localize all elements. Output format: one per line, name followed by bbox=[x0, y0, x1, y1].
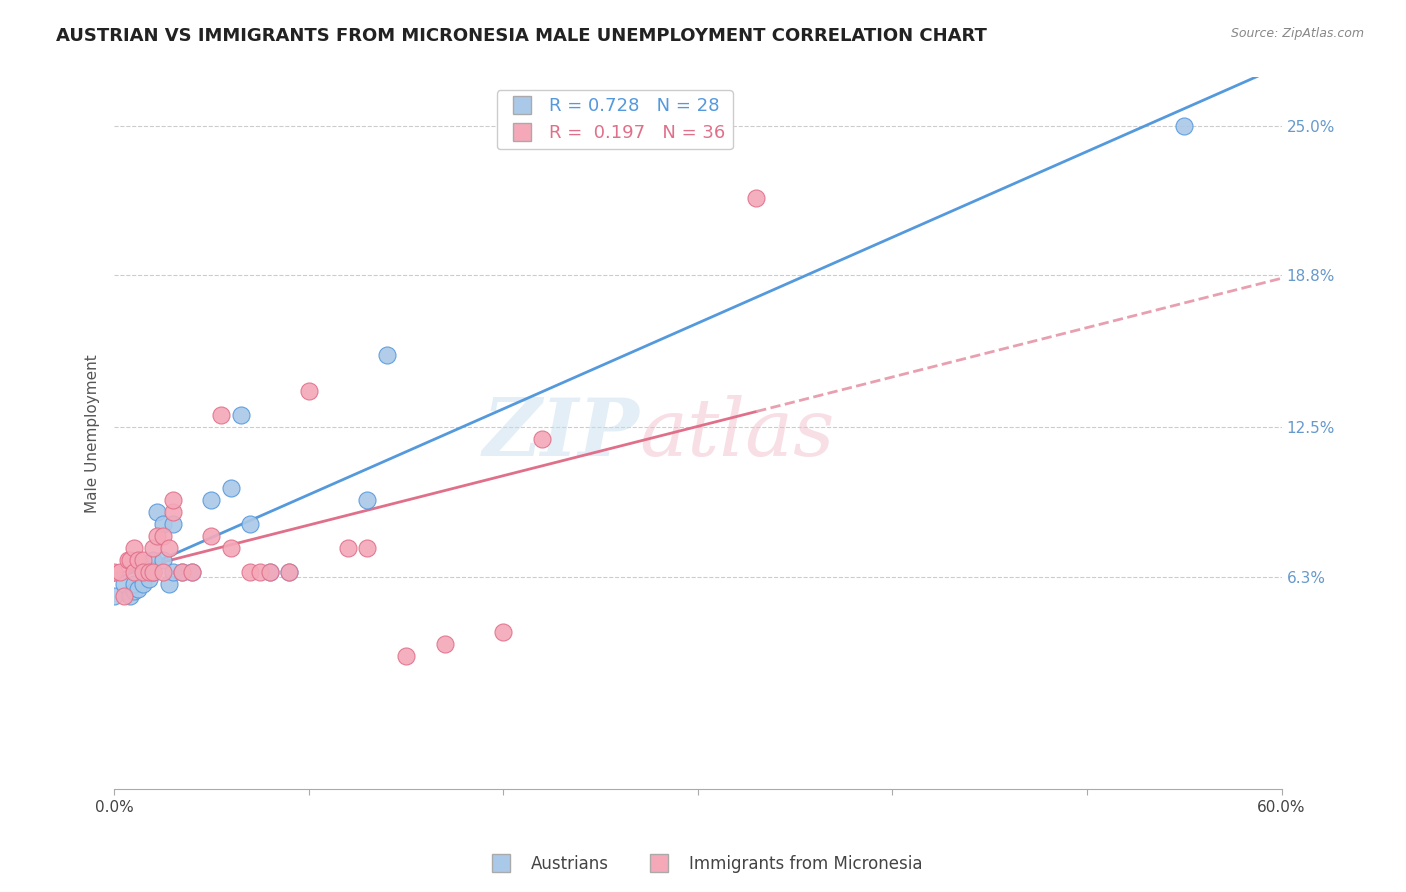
Point bbox=[122, 577, 145, 591]
Point bbox=[157, 577, 180, 591]
Point bbox=[298, 384, 321, 398]
Point bbox=[122, 541, 145, 555]
Point bbox=[108, 565, 131, 579]
Point bbox=[336, 541, 359, 555]
Point bbox=[127, 553, 149, 567]
Point bbox=[142, 553, 165, 567]
Point bbox=[492, 625, 515, 640]
Point bbox=[181, 565, 204, 579]
Point bbox=[219, 481, 242, 495]
Point bbox=[142, 541, 165, 555]
Point bbox=[172, 565, 194, 579]
Point bbox=[200, 492, 222, 507]
Point bbox=[162, 505, 184, 519]
Point bbox=[162, 492, 184, 507]
Point bbox=[219, 541, 242, 555]
Point bbox=[356, 492, 378, 507]
Point bbox=[117, 553, 139, 567]
Point bbox=[138, 565, 160, 579]
Point bbox=[122, 584, 145, 599]
Point bbox=[278, 565, 301, 579]
Point bbox=[132, 553, 155, 567]
Point bbox=[112, 577, 135, 591]
Point bbox=[132, 577, 155, 591]
Point bbox=[146, 505, 169, 519]
Point bbox=[103, 589, 125, 603]
Point bbox=[278, 565, 301, 579]
Point bbox=[122, 565, 145, 579]
Point bbox=[239, 516, 262, 531]
Point bbox=[531, 433, 554, 447]
Point bbox=[112, 589, 135, 603]
Point bbox=[259, 565, 281, 579]
Text: atlas: atlas bbox=[640, 394, 835, 472]
Point bbox=[172, 565, 194, 579]
Point bbox=[152, 565, 174, 579]
Point bbox=[209, 408, 232, 422]
Point bbox=[146, 529, 169, 543]
Point bbox=[433, 637, 456, 651]
Legend: R = 0.728   N = 28, R =  0.197   N = 36: R = 0.728 N = 28, R = 0.197 N = 36 bbox=[496, 90, 733, 150]
Point bbox=[103, 565, 125, 579]
Point bbox=[162, 565, 184, 579]
Point bbox=[239, 565, 262, 579]
Point bbox=[375, 348, 398, 362]
Text: AUSTRIAN VS IMMIGRANTS FROM MICRONESIA MALE UNEMPLOYMENT CORRELATION CHART: AUSTRIAN VS IMMIGRANTS FROM MICRONESIA M… bbox=[56, 27, 987, 45]
Point bbox=[138, 572, 160, 586]
Text: ZIP: ZIP bbox=[482, 394, 640, 472]
Point bbox=[249, 565, 271, 579]
Text: Source: ZipAtlas.com: Source: ZipAtlas.com bbox=[1230, 27, 1364, 40]
Point bbox=[152, 529, 174, 543]
Point bbox=[229, 408, 252, 422]
Point bbox=[259, 565, 281, 579]
Point bbox=[118, 589, 141, 603]
Point bbox=[118, 553, 141, 567]
Point bbox=[132, 565, 155, 579]
Point bbox=[1173, 119, 1195, 133]
Point bbox=[127, 582, 149, 596]
Point bbox=[356, 541, 378, 555]
Point bbox=[132, 565, 155, 579]
Legend: Austrians, Immigrants from Micronesia: Austrians, Immigrants from Micronesia bbox=[477, 848, 929, 880]
Point bbox=[745, 191, 768, 205]
Point bbox=[157, 541, 180, 555]
Point bbox=[152, 516, 174, 531]
Point bbox=[395, 649, 418, 664]
Point bbox=[181, 565, 204, 579]
Point bbox=[142, 565, 165, 579]
Point bbox=[162, 516, 184, 531]
Point bbox=[152, 553, 174, 567]
Point bbox=[200, 529, 222, 543]
Y-axis label: Male Unemployment: Male Unemployment bbox=[86, 354, 100, 513]
Point bbox=[142, 565, 165, 579]
